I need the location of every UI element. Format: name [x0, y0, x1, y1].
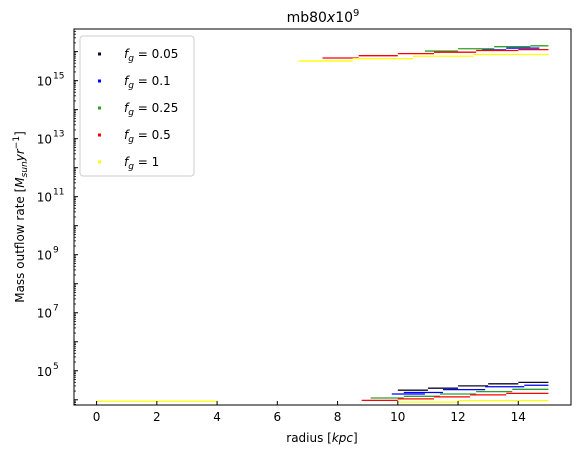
y-tick-label-exponent: 9 — [53, 246, 59, 256]
legend-label-sub: g — [128, 54, 134, 64]
y-axis-label: Mass outflow rate [Msunyr−1] — [12, 131, 30, 303]
legend-label-sub: g — [128, 108, 134, 118]
y-tick-label-exponent: 13 — [53, 130, 64, 140]
x-tick-label: 2 — [153, 410, 161, 424]
series-2 — [370, 45, 549, 399]
y-tick-label-exponent: 11 — [53, 188, 64, 198]
legend-marker — [98, 160, 101, 164]
title-ten: 10 — [335, 10, 353, 26]
legend-label: fg = 0.5 — [124, 128, 171, 145]
legend-marker — [98, 52, 101, 56]
legend-label: fg = 0.05 — [124, 47, 178, 64]
series-0 — [397, 381, 549, 391]
x-axis-label-unit: kpc — [332, 431, 354, 445]
legend-label-value: = 0.05 — [134, 47, 178, 61]
x-tick-label: 6 — [273, 410, 281, 424]
x-axis-ticks: 0 2 4 6 8 10 12 14 — [93, 401, 526, 424]
y-axis-label-suffix: ] — [13, 131, 27, 136]
legend-label: fg = 0.1 — [124, 74, 171, 91]
x-tick-label: 8 — [334, 410, 342, 424]
x-tick-label: 0 — [93, 410, 101, 424]
y-tick-label: 10 — [37, 365, 52, 379]
x-axis-label-prefix: radius [ — [286, 431, 332, 445]
legend-label: fg = 0.25 — [124, 101, 178, 118]
x-tick-label: 4 — [213, 410, 221, 424]
y-axis-label-exponent: −1 — [12, 136, 22, 149]
legend-box — [79, 35, 195, 177]
series-4 — [96, 53, 549, 403]
title-x: x — [326, 10, 336, 26]
legend-label-f: f — [124, 101, 130, 115]
legend-marker — [98, 106, 101, 110]
y-tick-label: 10 — [37, 191, 52, 205]
series-layer — [96, 45, 549, 403]
legend-marker — [98, 79, 101, 83]
x-axis-label-suffix: ] — [353, 431, 358, 445]
legend-label-value: = 0.5 — [134, 128, 171, 142]
legend-label-f: f — [124, 155, 130, 169]
x-tick-label: 14 — [511, 410, 526, 424]
y-tick-label-exponent: 15 — [53, 72, 64, 82]
y-tick-label: 10 — [37, 75, 52, 89]
legend-label-f: f — [124, 47, 130, 61]
x-axis-label: radius [kpc] — [286, 431, 357, 445]
legend-marker — [98, 133, 101, 137]
chart-title: mb80x109 — [287, 8, 360, 26]
y-axis-label-sun: sun — [20, 161, 30, 177]
legend-label-sub: g — [128, 162, 134, 172]
legend-label: fg = 1 — [124, 155, 159, 172]
legend-label-f: f — [124, 74, 130, 88]
y-tick-label: 10 — [37, 133, 52, 147]
y-tick-label: 10 — [37, 249, 52, 263]
legend-label-sub: g — [128, 135, 134, 145]
y-axis-label-m: M — [13, 177, 27, 188]
y-axis-label-yr: yr — [13, 148, 27, 162]
y-tick-label-exponent: 5 — [53, 362, 59, 372]
legend-label-value: = 0.25 — [134, 101, 178, 115]
y-axis-label-prefix: Mass outflow rate [ — [13, 188, 27, 303]
title-exponent: 9 — [353, 8, 359, 19]
y-tick-label: 10 — [37, 307, 52, 321]
legend-label-sub: g — [128, 81, 134, 91]
legend-label-f: f — [124, 128, 130, 142]
x-tick-label: 12 — [450, 410, 465, 424]
title-base: mb80 — [287, 10, 327, 26]
plot-area — [73, 28, 572, 406]
y-tick-label-exponent: 7 — [53, 304, 59, 314]
legend-label-value: = 1 — [134, 155, 159, 169]
x-tick-label: 10 — [390, 410, 405, 424]
legend-label-value: = 0.1 — [134, 74, 171, 88]
